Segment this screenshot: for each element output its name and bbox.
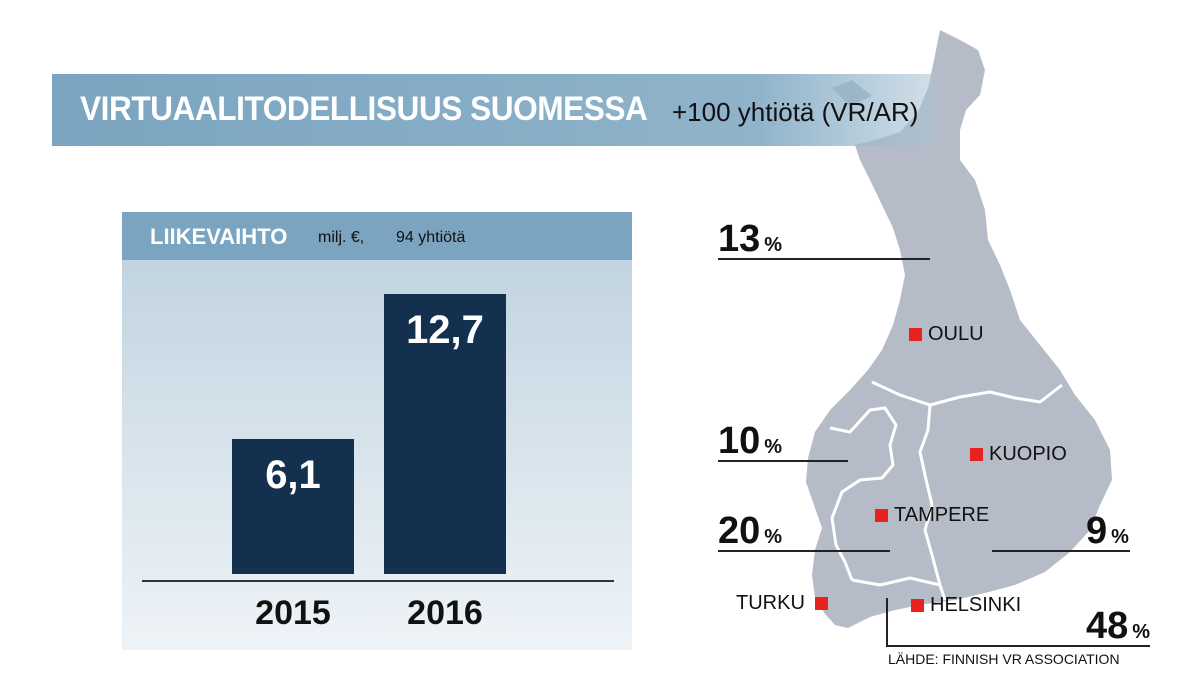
region-borders — [829, 380, 1063, 601]
percent-sign: % — [764, 234, 783, 256]
city-marker-icon — [909, 328, 922, 341]
city-kuopio: KUOPIO — [970, 443, 1067, 466]
page-subtitle: +100 yhtiötä (VR/AR) — [672, 97, 919, 127]
city-marker-icon — [970, 448, 983, 461]
city-marker-icon — [911, 599, 924, 612]
chart-title: LIIKEVAIHTO — [150, 224, 288, 249]
x-tick-label-2015: 2015 — [255, 594, 331, 632]
leader-line-north — [718, 258, 930, 260]
region-percent-north: 13% — [718, 218, 782, 261]
percent-sign: % — [1111, 526, 1129, 548]
city-label: KUOPIO — [989, 443, 1067, 465]
city-label: TAMPERE — [894, 504, 990, 526]
bar-2015 — [232, 439, 354, 574]
bar-value-label-2015: 6,1 — [265, 453, 321, 498]
chart-count-label: 94 yhtiötä — [396, 229, 466, 246]
region-percent-value: 48 — [1086, 605, 1129, 647]
city-label: OULU — [928, 323, 984, 345]
border-north — [871, 380, 1063, 407]
chart-panel — [122, 212, 632, 650]
region-percent-south: 48% — [1086, 605, 1150, 648]
city-label: HELSINKI — [930, 594, 1022, 616]
city-turku: TURKU — [736, 592, 828, 615]
region-percent-value: 20 — [718, 510, 761, 552]
city-oulu: OULU — [909, 323, 984, 346]
leader-line-east — [992, 550, 1130, 552]
border-west-central — [829, 406, 898, 581]
region-percent-southwest: 20% — [718, 510, 782, 553]
region-percent-value: 10 — [718, 420, 761, 462]
leader-line-west — [718, 460, 848, 462]
bar-2016 — [384, 293, 506, 574]
title-bar — [52, 74, 932, 146]
border-south — [851, 576, 941, 587]
leader-line-south — [886, 645, 1150, 647]
source-note: LÄHDE: FINNISH VR ASSOCIATION — [888, 651, 1120, 667]
chart-unit-label: milj. €, — [318, 229, 365, 246]
region-percent-value: 9 — [1086, 510, 1108, 552]
city-tampere: TAMPERE — [875, 504, 989, 527]
city-marker-icon — [814, 597, 828, 610]
region-percent-west: 10% — [718, 420, 782, 463]
city-helsinki: HELSINKI — [911, 594, 1021, 617]
city-marker-icon — [875, 509, 888, 522]
region-percent-value: 13 — [718, 218, 761, 260]
page-title: VIRTUAALITODELLISUUS SUOMESSA — [80, 90, 648, 128]
percent-sign: % — [764, 526, 783, 548]
bar-value-label-2016: 12,7 — [406, 307, 484, 352]
percent-sign: % — [764, 436, 783, 458]
leader-line-southwest — [718, 550, 890, 552]
chart-baseline — [142, 580, 614, 582]
city-label: TURKU — [736, 592, 805, 614]
region-percent-east: 9% — [1086, 510, 1129, 553]
chart-header — [122, 212, 632, 260]
border-central-east — [918, 404, 947, 601]
percent-sign: % — [1132, 621, 1151, 643]
x-tick-label-2016: 2016 — [407, 594, 483, 632]
leader-line-south-vertical — [886, 598, 888, 646]
